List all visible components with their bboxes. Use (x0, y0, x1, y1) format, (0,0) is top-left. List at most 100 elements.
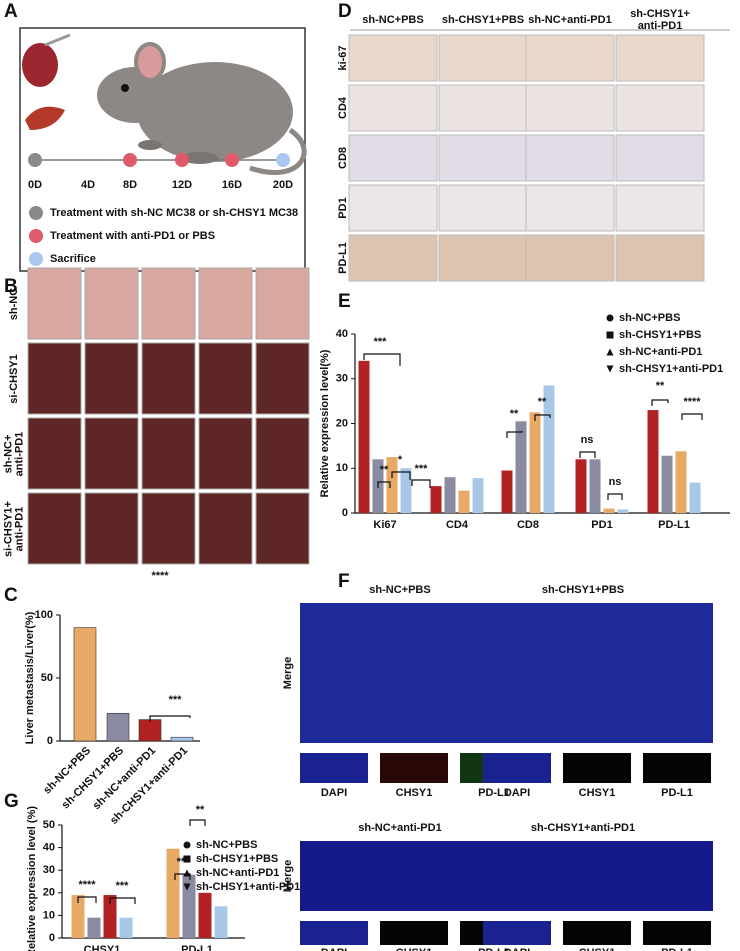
liver-photos (27, 267, 310, 565)
bar (661, 455, 673, 513)
y-tick-label: 30 (43, 864, 55, 876)
x-tick-label: CD8 (517, 519, 539, 531)
channel-image (563, 921, 631, 945)
significance-bracket (534, 414, 551, 421)
annotation: *** (415, 463, 429, 475)
mouse (97, 42, 307, 175)
ihc-image (615, 134, 705, 182)
channel-image (563, 753, 631, 783)
panel-label: A (4, 1, 18, 22)
column-label: anti-PD1 (638, 20, 683, 32)
annotation: *** (169, 694, 183, 706)
bar (198, 892, 212, 938)
timepoint-label: 8D (123, 179, 137, 191)
significance-bracket (651, 399, 669, 406)
y-axis-label: Relative expression level (%) (26, 806, 38, 951)
annotation: * (398, 454, 403, 466)
row-label: sh-NC (8, 288, 20, 320)
annotation: ** (510, 408, 519, 420)
significance-bracket (363, 353, 401, 366)
legend-marker (183, 855, 191, 863)
timeline-dot (225, 153, 239, 167)
channel-image (380, 921, 448, 945)
significance-bracket (189, 819, 206, 826)
liver-photo (255, 492, 310, 565)
y-tick-label: 50 (41, 672, 53, 684)
channel-image (643, 921, 711, 945)
group-title: sh-CHSY1+PBS (542, 584, 624, 596)
merge-label: Merge (282, 657, 294, 689)
panel-label: B (4, 276, 18, 297)
bar (430, 486, 442, 513)
y-tick-label: 30 (336, 373, 348, 385)
ihc-image (438, 234, 528, 282)
merge-image (483, 603, 713, 743)
y-tick-label: 50 (43, 819, 55, 831)
liver-photo (84, 417, 139, 490)
liver-photo (198, 417, 253, 490)
legend-marker (183, 869, 191, 877)
y-tick-label: 10 (43, 909, 55, 921)
row-label: si-CHSY1 (8, 354, 20, 404)
row-label: PD1 (337, 197, 349, 218)
channel-label: DAPI (504, 787, 530, 799)
legend-marker (606, 348, 614, 356)
group-title: sh-NC+PBS (369, 584, 430, 596)
bar (543, 385, 555, 513)
bar (472, 478, 484, 513)
significance-bracket (109, 897, 136, 904)
significance-bracket (149, 715, 191, 722)
timeline-dot (175, 153, 189, 167)
x-tick-label: PD-L1 (658, 519, 690, 531)
liver-photo (255, 342, 310, 415)
group-title: sh-CHSY1+anti-PD1 (531, 822, 635, 834)
legend-label: sh-NC+anti-PD1 (619, 346, 702, 358)
channel-label: DAPI (321, 787, 347, 799)
legend-dot (29, 206, 43, 220)
bar (166, 848, 180, 938)
column-label: sh-CHSY1+PBS (442, 14, 524, 26)
legend-marker (183, 883, 191, 891)
bar (675, 451, 687, 513)
channel-image (300, 753, 368, 783)
row-label: CD4 (337, 96, 349, 119)
bar (617, 509, 629, 513)
ihc-image (438, 84, 528, 132)
significance-bracket (411, 479, 431, 488)
liver-photo (141, 342, 196, 415)
bar (515, 421, 527, 513)
ihc-images (348, 34, 705, 282)
liver-photo (84, 492, 139, 565)
bar (182, 874, 196, 938)
timepoint-label: 20D (273, 179, 293, 191)
bar (170, 736, 194, 742)
significance-bracket (607, 493, 623, 500)
channel-label: CHSY1 (396, 947, 433, 951)
legend-marker (606, 314, 614, 322)
column-label: sh-CHSY1+ (630, 8, 690, 20)
annotation: ** (380, 464, 389, 476)
row-label: anti-PD1 (13, 507, 25, 552)
channel-label: DAPI (321, 947, 347, 951)
panel-label: D (338, 1, 352, 22)
panel-label: G (4, 791, 19, 812)
column-label: sh-NC+PBS (362, 14, 423, 26)
ihc-image (438, 134, 528, 182)
bar (358, 360, 370, 513)
bar (575, 459, 587, 513)
bar (103, 895, 117, 938)
liver-photo (198, 342, 253, 415)
bar (589, 459, 601, 513)
bar (106, 712, 130, 742)
channel-label: PD-L1 (478, 947, 510, 951)
ihc-image (615, 184, 705, 232)
y-tick-label: 20 (43, 887, 55, 899)
annotation: ns (609, 476, 622, 488)
liver-photo (27, 417, 82, 490)
x-tick-label: PD1 (591, 519, 612, 531)
timeline-dot (276, 153, 290, 167)
y-tick-label: 20 (336, 417, 348, 429)
legend-label: sh-NC+anti-PD1 (196, 867, 279, 879)
y-axis-label: Relative expression level(%) (319, 349, 331, 497)
timeline-dot (123, 153, 137, 167)
